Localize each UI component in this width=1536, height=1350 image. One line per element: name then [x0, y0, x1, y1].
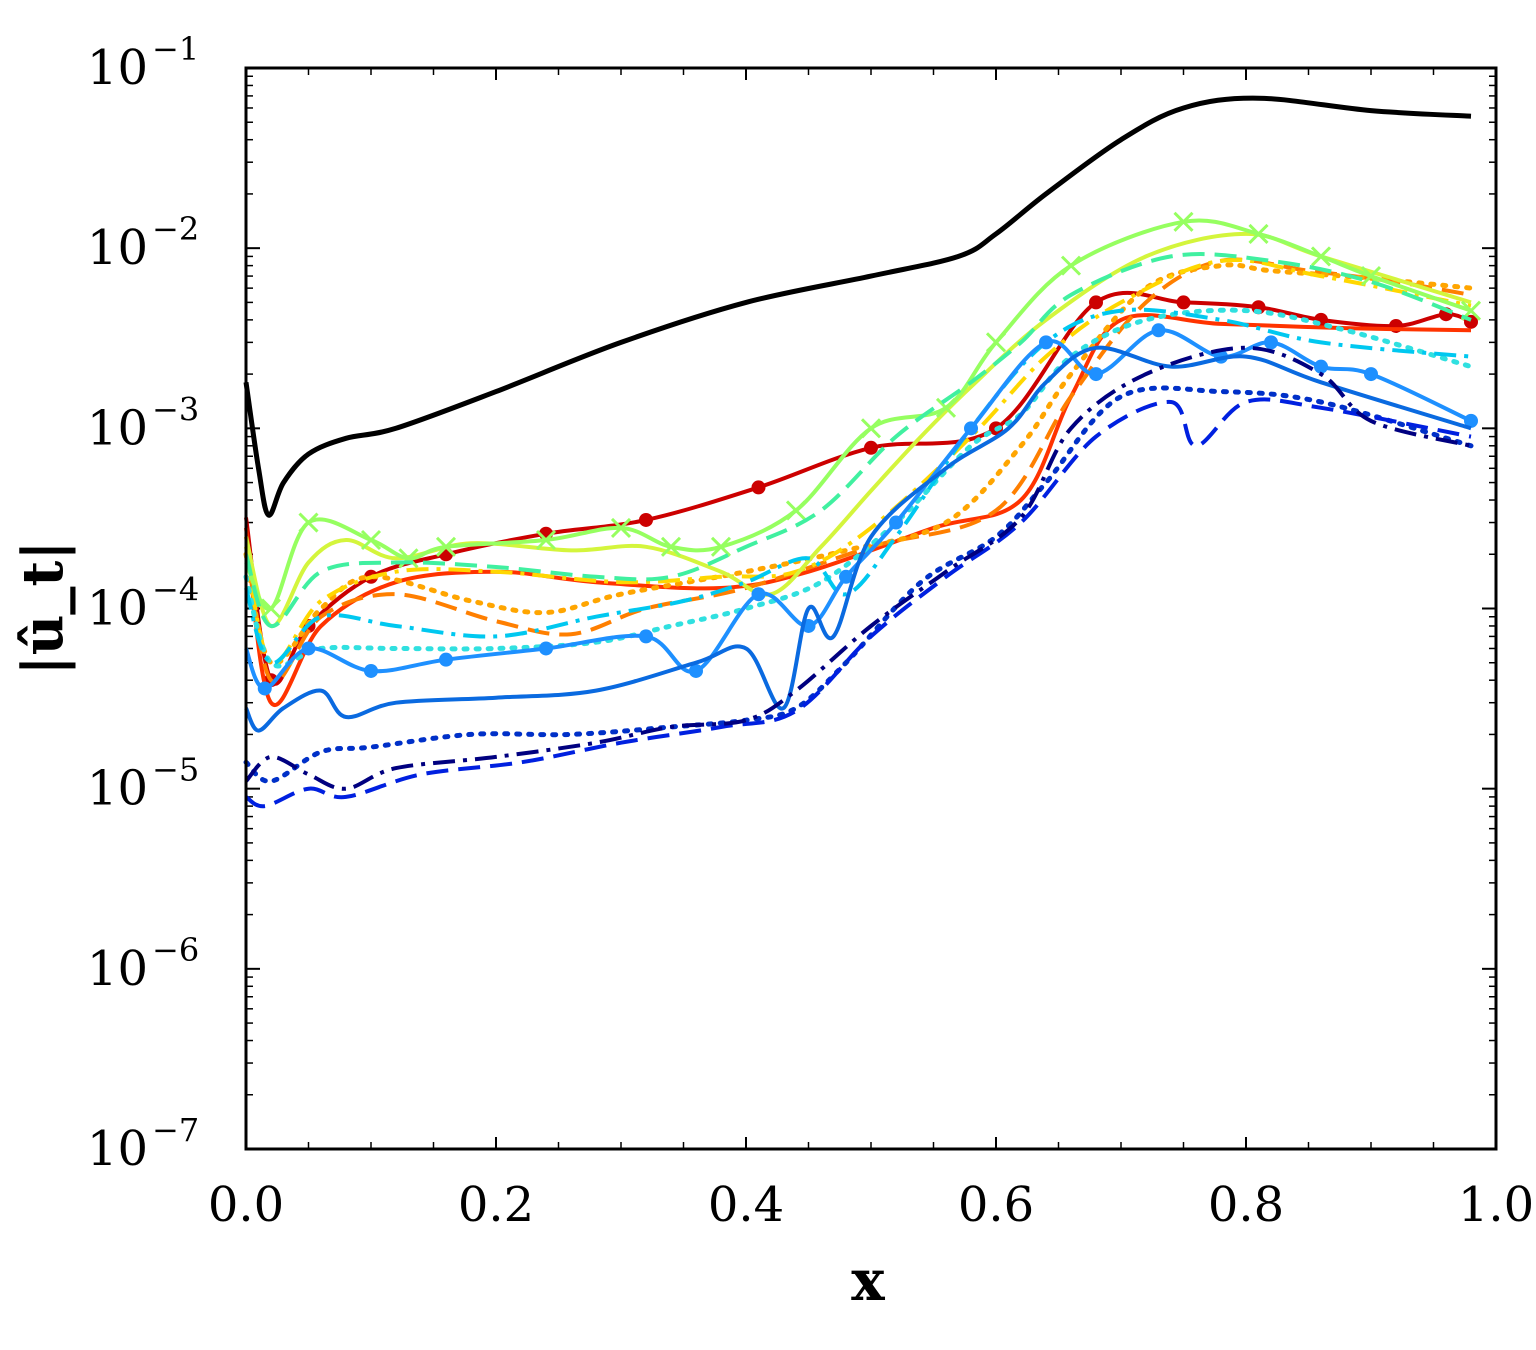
series-marker-x — [785, 500, 807, 521]
series-marker-circle — [1464, 413, 1478, 428]
x-tick-label: 0.0 — [208, 1177, 284, 1233]
series-line-0 — [243, 95, 1472, 518]
series-line-8 — [244, 252, 1472, 628]
y-tick-label: 10 — [87, 400, 148, 456]
series-marker-circle — [751, 587, 766, 602]
series-marker-circle — [1089, 295, 1103, 310]
series-marker-x — [435, 536, 457, 557]
series-marker-circle — [839, 569, 853, 584]
series-marker-circle — [639, 629, 653, 644]
series-marker-circle — [1264, 335, 1278, 350]
series-marker-circle — [864, 440, 878, 455]
x-axis-label: x — [851, 1248, 885, 1314]
y-tick-base: 10 — [87, 1121, 148, 1177]
series-marker-circle — [301, 641, 316, 656]
series-marker-x — [1060, 255, 1082, 276]
y-tick-base: 10 — [87, 220, 148, 276]
axis-ticks — [245, 67, 1497, 1150]
series-marker-circle — [1364, 367, 1378, 382]
y-tick-exponent: −2 — [152, 210, 199, 248]
y-tick-label: 10 — [87, 941, 148, 997]
series-marker-circle — [639, 512, 653, 527]
series-marker-x — [360, 529, 382, 551]
tick-labels: 0.0 0.2 0.4 0.6 0.8 1.010−710−610−510−410−310… — [87, 30, 1534, 1233]
y-tick-base: 10 — [87, 40, 148, 96]
y-tick-exponent: −6 — [152, 931, 199, 969]
series-marker-x — [298, 512, 319, 533]
series-marker-x — [985, 332, 1007, 353]
y-tick-label: 10 — [87, 581, 148, 637]
y-tick-base: 10 — [87, 761, 148, 817]
series-marker-circle — [257, 681, 272, 696]
x-tick-label: 0.4 — [708, 1177, 784, 1233]
series-marker-circle — [439, 652, 453, 667]
y-axis-label: |û_t| — [10, 540, 76, 675]
series-line-12 — [244, 345, 1472, 733]
series-line-13 — [243, 385, 1474, 784]
y-tick-base: 10 — [87, 400, 148, 456]
y-tick-exponent: −5 — [152, 751, 199, 789]
series-marker-circle — [1039, 335, 1053, 350]
x-tick-label: 0.2 — [458, 1177, 534, 1233]
y-tick-exponent: −7 — [152, 1111, 199, 1149]
y-tick-exponent: −3 — [152, 390, 199, 428]
series-marker-circle — [1089, 367, 1103, 382]
series-line-1 — [244, 290, 1472, 686]
series-marker-circle — [1151, 323, 1166, 338]
series-line-5 — [244, 258, 1472, 666]
series-marker-circle — [1176, 295, 1191, 310]
y-tick-exponent: −1 — [152, 30, 199, 68]
series-line-2 — [244, 313, 1472, 707]
series-marker-circle — [539, 641, 553, 656]
series-marker-x — [610, 517, 632, 538]
y-tick-label: 10 — [87, 1121, 148, 1177]
series-marker-x — [710, 536, 732, 557]
series-line-10 — [244, 307, 1472, 665]
x-tick-label: 1.0 — [1458, 1177, 1534, 1233]
series-marker-x — [660, 536, 682, 557]
x-tick-label: 0.8 — [1208, 1177, 1284, 1233]
series-line-9 — [243, 307, 1474, 669]
series-marker-x — [860, 418, 882, 439]
series-line-6 — [244, 231, 1472, 628]
series-marker-x — [1310, 246, 1332, 267]
series-line-14 — [244, 397, 1472, 809]
series-line-11 — [244, 328, 1472, 691]
series-marker-x — [260, 598, 282, 619]
y-tick-exponent: −4 — [152, 571, 199, 609]
plot-frame — [244, 66, 1498, 1151]
series-marker-circle — [689, 663, 703, 678]
series-marker-circle — [751, 480, 766, 495]
y-tick-base: 10 — [87, 941, 148, 997]
y-tick-base: 10 — [87, 581, 148, 637]
series-marker-x — [535, 529, 557, 551]
series-marker-circle — [964, 421, 978, 436]
series-marker-circle — [1314, 359, 1328, 374]
x-tick-label: 0.6 — [958, 1177, 1034, 1233]
series-line-3 — [244, 257, 1472, 685]
series-line-4 — [243, 262, 1474, 667]
series-marker-circle — [364, 663, 378, 678]
y-tick-label: 10 — [87, 761, 148, 817]
series-line-15 — [244, 345, 1472, 791]
series-group — [243, 95, 1482, 809]
series-marker-circle — [889, 515, 903, 530]
series-marker-x — [1248, 223, 1269, 244]
y-tick-label: 10 — [87, 220, 148, 276]
series-marker-x — [935, 397, 957, 418]
series-marker-x — [1173, 211, 1194, 232]
y-tick-label: 10 — [87, 40, 148, 96]
